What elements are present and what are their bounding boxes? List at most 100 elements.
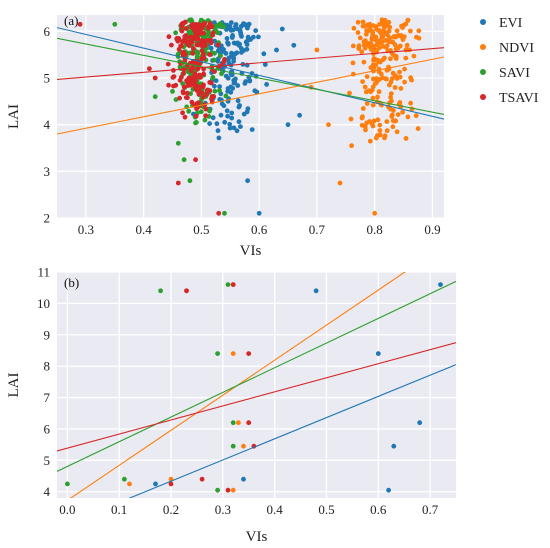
point-evi	[225, 113, 231, 119]
point-savi	[194, 54, 200, 60]
x-tick-label: 0.4	[136, 222, 153, 237]
point-tsavi	[216, 210, 222, 216]
point-tsavi	[195, 88, 201, 94]
point-savi	[230, 420, 236, 426]
point-tsavi	[179, 74, 184, 80]
point-ndvi	[230, 351, 236, 356]
point-evi	[264, 82, 269, 87]
point-savi	[215, 22, 221, 28]
point-evi	[234, 26, 240, 32]
point-evi	[262, 62, 268, 67]
point-savi	[198, 109, 204, 115]
point-ndvi	[408, 28, 413, 34]
point-savi	[223, 93, 229, 99]
point-tsavi	[200, 94, 206, 100]
point-ndvi	[386, 39, 392, 45]
point-tsavi	[190, 76, 196, 82]
point-ndvi	[370, 23, 376, 28]
point-evi	[285, 122, 291, 128]
legend-marker-ndvi	[480, 44, 486, 50]
point-ndvi	[405, 17, 411, 23]
point-evi	[153, 481, 158, 487]
point-savi	[193, 120, 198, 126]
legend-label-evi: EVI	[499, 16, 523, 31]
point-ndvi	[378, 21, 384, 27]
point-ndvi	[404, 42, 410, 48]
point-ndvi	[386, 19, 392, 25]
legend-label-tsavi: TSAVI	[499, 91, 539, 106]
point-tsavi	[202, 38, 207, 44]
point-ndvi	[356, 46, 362, 51]
point-ndvi	[380, 75, 385, 81]
point-evi	[239, 50, 244, 55]
point-ndvi	[364, 28, 369, 33]
point-ndvi	[364, 42, 370, 47]
x-tick-label: 0.5	[318, 502, 334, 517]
fit-line-evi	[57, 27, 444, 120]
point-tsavi	[207, 80, 213, 85]
point-tsavi	[176, 36, 182, 41]
point-ndvi	[357, 35, 363, 41]
point-savi	[186, 108, 192, 114]
x-tick-label: 0.0	[59, 502, 75, 517]
point-tsavi	[181, 71, 187, 76]
point-tsavi	[186, 82, 192, 88]
point-savi	[187, 17, 192, 23]
x-tick-label: 0.1	[111, 502, 127, 517]
legend: EVI NDVI SAVI TSAVI	[480, 16, 539, 106]
point-tsavi	[195, 36, 201, 42]
point-tsavi	[209, 94, 215, 100]
point-tsavi	[190, 23, 196, 29]
point-ndvi	[391, 108, 396, 113]
x-tick-label: 0.9	[424, 222, 440, 237]
point-savi	[219, 71, 224, 77]
point-evi	[245, 178, 251, 184]
point-tsavi	[166, 82, 172, 88]
point-ndvi	[382, 55, 387, 61]
point-ndvi	[389, 76, 395, 81]
point-evi	[228, 20, 234, 25]
point-evi	[231, 80, 237, 86]
point-tsavi	[221, 59, 227, 65]
point-evi	[230, 33, 236, 38]
point-tsavi	[180, 50, 185, 56]
point-savi	[170, 89, 175, 94]
point-savi	[65, 481, 70, 487]
x-tick-label: 0.8	[367, 222, 383, 237]
point-ndvi	[360, 114, 365, 120]
point-evi	[256, 34, 261, 40]
points-layer	[77, 17, 422, 216]
point-ndvi	[363, 31, 369, 37]
point-evi	[218, 47, 223, 52]
point-evi	[235, 40, 241, 46]
point-ndvi	[362, 45, 368, 51]
point-tsavi	[246, 351, 252, 356]
point-tsavi	[210, 32, 216, 38]
point-ndvi	[379, 17, 385, 23]
point-savi	[218, 53, 223, 59]
point-tsavi	[202, 21, 208, 26]
point-evi	[229, 115, 235, 121]
point-ndvi	[389, 112, 395, 118]
point-evi	[238, 32, 244, 37]
point-ndvi	[326, 122, 331, 128]
point-ndvi	[368, 65, 374, 70]
point-ndvi	[375, 117, 381, 123]
point-ndvi	[384, 128, 390, 134]
point-evi	[217, 84, 223, 89]
point-evi	[297, 112, 302, 118]
point-ndvi	[369, 121, 375, 127]
point-ndvi	[415, 126, 421, 131]
point-evi	[244, 42, 250, 47]
point-evi	[228, 54, 234, 59]
point-tsavi	[170, 75, 176, 80]
point-ndvi	[127, 481, 132, 487]
point-savi	[222, 210, 227, 216]
point-tsavi	[147, 66, 152, 72]
point-evi	[231, 58, 237, 64]
point-ndvi	[392, 85, 398, 90]
y-tick-label: 4	[44, 484, 51, 499]
point-evi	[242, 81, 248, 86]
fit-line-evi	[128, 364, 456, 498]
point-ndvi	[392, 42, 398, 48]
